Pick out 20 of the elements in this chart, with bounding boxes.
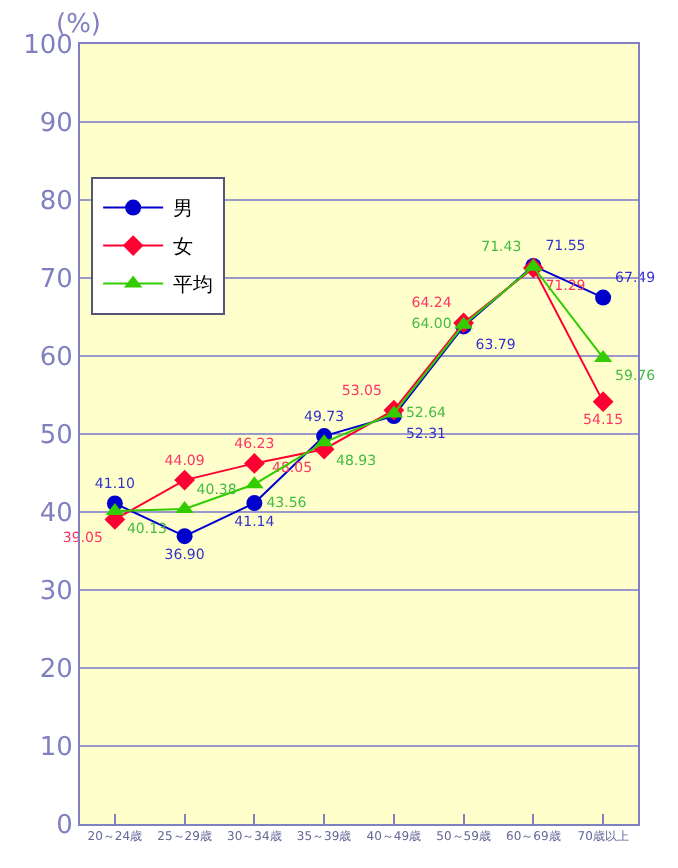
y-tick-label: 90 <box>39 109 73 140</box>
y-tick-label: 100 <box>23 31 73 62</box>
point <box>243 453 265 474</box>
point <box>595 289 612 306</box>
y-tick-label: 10 <box>39 733 73 764</box>
y-tick-label: 50 <box>39 421 73 452</box>
point <box>592 391 614 413</box>
legend-label: 平均 <box>173 273 214 298</box>
point <box>176 528 193 545</box>
y-tick-label: 40 <box>39 499 73 530</box>
legend-label: 男 <box>173 199 194 222</box>
y-tick-label: 20 <box>39 655 73 686</box>
y-tick-label: 30 <box>39 577 73 608</box>
y-tick-label: 80 <box>39 187 73 218</box>
y-tick-label: 60 <box>39 343 73 374</box>
point <box>174 469 196 491</box>
y-tick-label: 70 <box>39 265 73 296</box>
legend-label: 女 <box>173 235 194 260</box>
y-tick-label: 0 <box>56 811 73 842</box>
point <box>246 495 263 512</box>
